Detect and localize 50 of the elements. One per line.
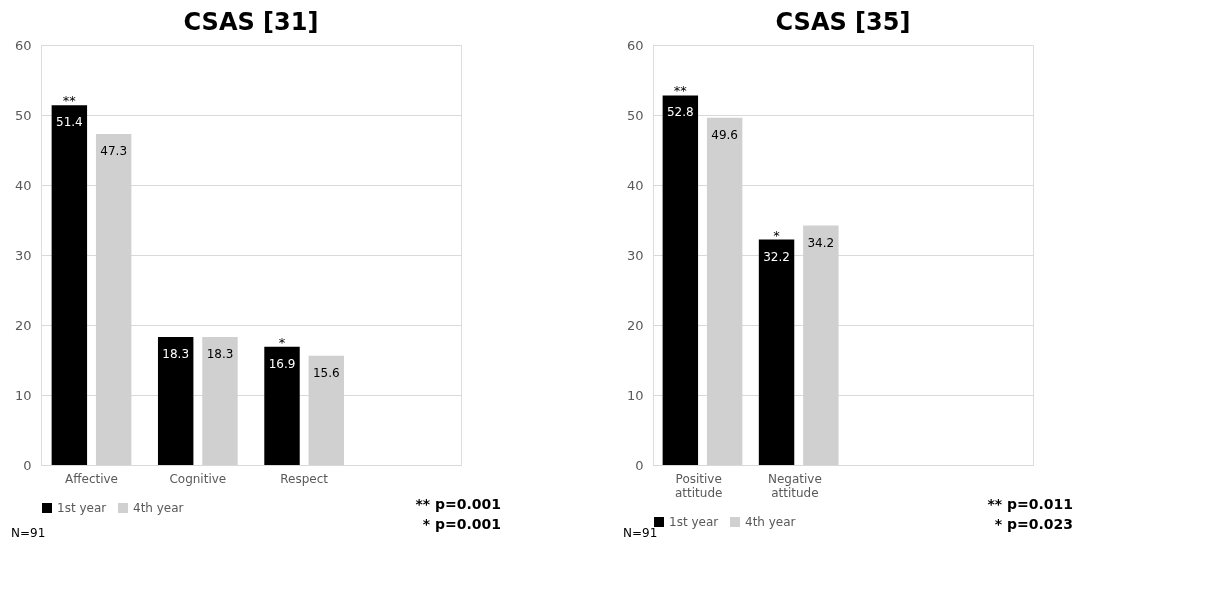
- x-tick-label: Positive attitude: [674, 471, 723, 500]
- y-tick-label: 60: [14, 37, 32, 53]
- text: ** p=0.001: [415, 496, 501, 512]
- text: * p=0.023: [994, 516, 1073, 532]
- text: ** p=0.011: [987, 496, 1073, 512]
- y-tick-label: 10: [626, 387, 644, 403]
- bar: [157, 336, 194, 465]
- bar: [264, 346, 300, 465]
- legend-label: 4th year: [133, 501, 184, 515]
- annotation: **: [62, 93, 77, 109]
- y-tick-label: 30: [14, 247, 32, 263]
- data-label: 32.2: [763, 249, 790, 264]
- y-tick-label: 10: [14, 387, 32, 403]
- legend-label: 4th year: [745, 515, 796, 529]
- chart-title: CSAS [31]: [183, 8, 319, 36]
- y-tick-label: 40: [626, 177, 644, 193]
- x-tick-label: Cognitive: [169, 471, 227, 486]
- y-tick-label: 20: [14, 317, 32, 333]
- x-tick-label: Respect: [280, 471, 329, 486]
- annotation: **: [673, 83, 688, 99]
- data-label: 18.3: [206, 346, 234, 361]
- data-label: 51.4: [56, 115, 83, 130]
- legend-label: 1st year: [669, 515, 719, 529]
- data-label: 52.8: [666, 105, 694, 120]
- data-label: 18.3: [162, 346, 190, 361]
- chart-title: CSAS [35]: [775, 8, 911, 36]
- legend-label: 1st year: [57, 501, 107, 515]
- data-label: 49.6: [711, 127, 738, 142]
- bar: [662, 95, 699, 465]
- data-label: 16.9: [268, 356, 296, 371]
- y-tick-label: 60: [626, 37, 644, 53]
- y-tick-label: 50: [626, 107, 644, 123]
- text: N=91: [623, 526, 658, 540]
- annotation: *: [278, 334, 286, 350]
- x-tick-label: Negative attitude: [767, 471, 822, 500]
- y-tick-label: 0: [635, 457, 644, 473]
- x-tick-label: Affective: [65, 471, 118, 486]
- data-label: 34.2: [807, 235, 835, 250]
- bar: [758, 239, 795, 465]
- y-tick-label: 20: [626, 317, 644, 333]
- y-tick-label: 40: [14, 177, 32, 193]
- y-tick-label: 50: [14, 107, 32, 123]
- text: N=91: [11, 526, 46, 540]
- y-tick-label: 30: [626, 247, 644, 263]
- bar: [51, 105, 88, 465]
- data-label: 47.3: [100, 143, 128, 158]
- y-tick-label: 0: [23, 457, 32, 473]
- annotation: *: [773, 227, 781, 243]
- data-label: 15.6: [312, 365, 340, 380]
- text: * p=0.001: [422, 516, 501, 532]
